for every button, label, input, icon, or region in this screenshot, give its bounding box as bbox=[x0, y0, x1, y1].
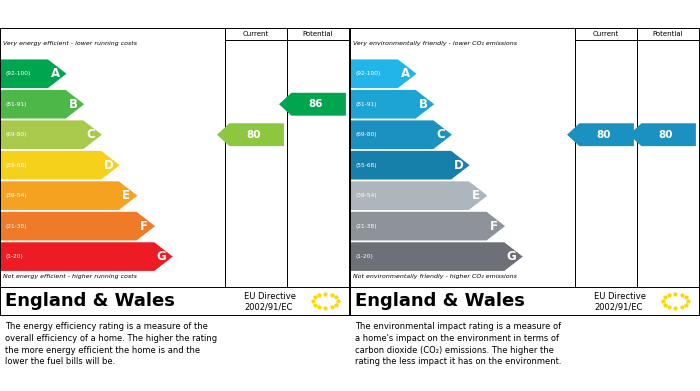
Text: (21-38): (21-38) bbox=[355, 224, 377, 229]
Text: (81-91): (81-91) bbox=[5, 102, 27, 107]
Text: Current: Current bbox=[593, 31, 619, 37]
Polygon shape bbox=[350, 151, 470, 179]
Text: (39-54): (39-54) bbox=[355, 193, 377, 198]
Polygon shape bbox=[629, 123, 696, 146]
Polygon shape bbox=[0, 59, 66, 88]
Polygon shape bbox=[350, 212, 505, 240]
Text: England & Wales: England & Wales bbox=[355, 292, 525, 310]
Text: 2002/91/EC: 2002/91/EC bbox=[244, 302, 293, 311]
Polygon shape bbox=[0, 120, 102, 149]
Text: Current: Current bbox=[243, 31, 269, 37]
Text: (92-100): (92-100) bbox=[5, 71, 31, 76]
Text: G: G bbox=[157, 250, 167, 263]
Text: Potential: Potential bbox=[302, 31, 333, 37]
Text: (81-91): (81-91) bbox=[355, 102, 377, 107]
Text: A: A bbox=[51, 67, 60, 80]
Text: England & Wales: England & Wales bbox=[5, 292, 175, 310]
Text: EU Directive: EU Directive bbox=[244, 292, 296, 301]
Text: Very environmentally friendly - lower CO₂ emissions: Very environmentally friendly - lower CO… bbox=[353, 41, 517, 46]
Polygon shape bbox=[279, 93, 346, 116]
Text: Not environmentally friendly - higher CO₂ emissions: Not environmentally friendly - higher CO… bbox=[353, 274, 517, 279]
Text: (69-80): (69-80) bbox=[5, 132, 27, 137]
Polygon shape bbox=[567, 123, 634, 146]
Text: (1-20): (1-20) bbox=[355, 254, 373, 259]
Text: (55-68): (55-68) bbox=[5, 163, 27, 168]
Text: F: F bbox=[140, 220, 148, 233]
Text: E: E bbox=[473, 189, 480, 202]
Text: F: F bbox=[490, 220, 498, 233]
Polygon shape bbox=[0, 181, 137, 210]
Polygon shape bbox=[217, 123, 284, 146]
Text: Potential: Potential bbox=[652, 31, 683, 37]
Polygon shape bbox=[350, 120, 452, 149]
Polygon shape bbox=[0, 242, 173, 271]
Polygon shape bbox=[0, 151, 120, 179]
Polygon shape bbox=[0, 90, 84, 118]
Text: G: G bbox=[507, 250, 517, 263]
Text: The energy efficiency rating is a measure of the
overall efficiency of a home. T: The energy efficiency rating is a measur… bbox=[5, 322, 218, 366]
Text: (92-100): (92-100) bbox=[355, 71, 381, 76]
Text: (69-80): (69-80) bbox=[355, 132, 377, 137]
Polygon shape bbox=[350, 59, 416, 88]
Text: A: A bbox=[401, 67, 410, 80]
Polygon shape bbox=[350, 181, 487, 210]
Text: Environmental Impact (CO₂) Rating: Environmental Impact (CO₂) Rating bbox=[355, 7, 601, 20]
Text: Energy Efficiency Rating: Energy Efficiency Rating bbox=[5, 7, 177, 20]
Text: 80: 80 bbox=[658, 130, 673, 140]
Text: E: E bbox=[122, 189, 130, 202]
Text: B: B bbox=[69, 98, 78, 111]
Text: (55-68): (55-68) bbox=[355, 163, 377, 168]
Text: (1-20): (1-20) bbox=[5, 254, 23, 259]
Polygon shape bbox=[0, 212, 155, 240]
Text: B: B bbox=[419, 98, 428, 111]
Text: (39-54): (39-54) bbox=[5, 193, 27, 198]
Text: (21-38): (21-38) bbox=[5, 224, 27, 229]
Text: D: D bbox=[454, 159, 463, 172]
Text: D: D bbox=[104, 159, 113, 172]
Text: C: C bbox=[436, 128, 445, 141]
Text: Very energy efficient - lower running costs: Very energy efficient - lower running co… bbox=[3, 41, 136, 46]
Text: 80: 80 bbox=[596, 130, 610, 140]
Text: 2002/91/EC: 2002/91/EC bbox=[594, 302, 643, 311]
Polygon shape bbox=[350, 242, 523, 271]
Text: 80: 80 bbox=[246, 130, 260, 140]
Polygon shape bbox=[350, 90, 434, 118]
Text: C: C bbox=[86, 128, 95, 141]
Text: The environmental impact rating is a measure of
a home's impact on the environme: The environmental impact rating is a mea… bbox=[355, 322, 561, 366]
Text: Not energy efficient - higher running costs: Not energy efficient - higher running co… bbox=[3, 274, 136, 279]
Text: 86: 86 bbox=[308, 99, 323, 109]
Text: EU Directive: EU Directive bbox=[594, 292, 646, 301]
